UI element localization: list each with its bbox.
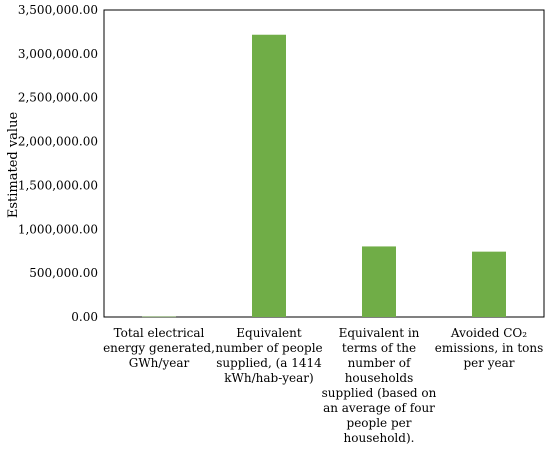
y-tick-label: 1,500,000.00 — [18, 178, 98, 192]
bar-1 — [142, 316, 176, 318]
y-axis-title: Estimated value — [6, 112, 21, 219]
y-tick-label: 500,000.00 — [29, 266, 98, 280]
x-axis-category-labels: Total electrical energy generated, GWh/yea… — [103, 326, 543, 445]
bars — [142, 34, 506, 318]
y-axis-ticks: 0.00 500,000.00 1,000,000.00 1,500,000.00 2,… — [18, 3, 98, 324]
y-tick-label: 2,500,000.00 — [18, 91, 98, 105]
x-category-label-2: Equivalent number of people supplied, (a 1… — [215, 326, 322, 385]
y-tick-label: 3,000,000.00 — [18, 47, 98, 61]
y-tick-label: 2,000,000.00 — [18, 135, 98, 149]
plot-border — [103, 9, 545, 318]
bar-4 — [472, 251, 506, 317]
y-tick-label: 1,000,000.00 — [18, 222, 98, 236]
y-tick-label: 0.00 — [71, 310, 98, 324]
y-tick-label: 3,500,000.00 — [18, 3, 98, 17]
plot-area — [103, 9, 545, 318]
bar-2 — [252, 34, 286, 318]
x-category-label-1: Total electrical energy generated, GWh/yea… — [103, 326, 215, 370]
bar-3 — [362, 246, 396, 317]
x-category-label-3: Equivalent in terms of the number of househ… — [322, 326, 437, 445]
x-category-label-4: Avoided CO₂ emissions, in tons per year — [435, 326, 544, 370]
